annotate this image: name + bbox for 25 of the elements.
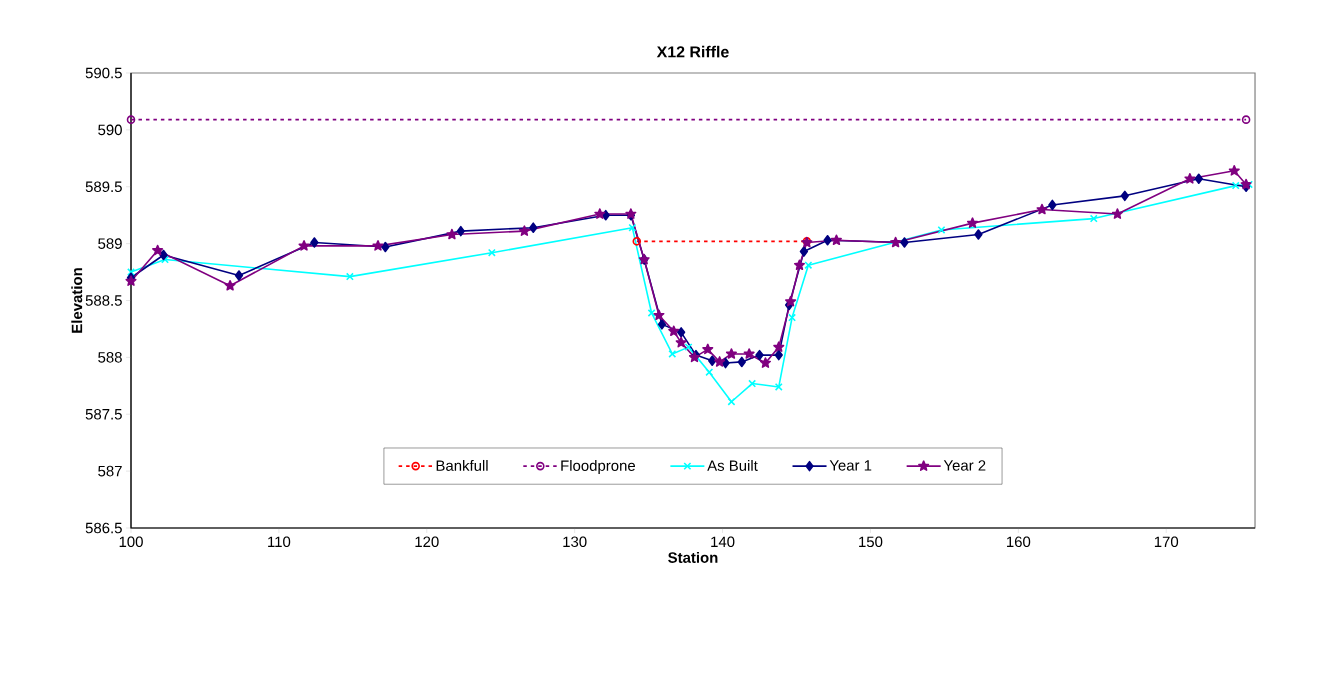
legend-label: Bankfull: [436, 459, 488, 471]
y-tick-label: 590: [98, 124, 122, 136]
y-tick-label: 589.5: [85, 181, 122, 193]
x-tick-label: 160: [1007, 536, 1031, 548]
x-tick-label: 110: [268, 536, 291, 548]
y-axis-title: Elevation: [71, 268, 83, 333]
x-tick-label: 140: [711, 536, 735, 548]
y-tick-label: 587: [98, 465, 122, 477]
x-tick-label: 170: [1154, 536, 1179, 548]
x-tick-label: 120: [415, 536, 439, 548]
y-tick-label: 590.5: [85, 67, 122, 79]
chart-title: X12 Riffle: [656, 45, 729, 58]
x-axis-title: Station: [668, 551, 718, 563]
legend-label: As Built: [707, 459, 758, 471]
y-tick-label: 589: [98, 238, 122, 249]
y-tick-label: 588.5: [85, 295, 122, 306]
y-tick-label: 588: [98, 352, 122, 363]
legend-label: Year 1: [829, 460, 872, 471]
x-tick-label: 100: [119, 536, 143, 548]
y-tick-label: 586.5: [85, 522, 122, 534]
legend-label: Year 2: [943, 460, 986, 471]
x-tick-label: 130: [563, 536, 587, 548]
y-tick-label: 587.5: [85, 408, 122, 420]
legend-label: Floodprone: [561, 459, 636, 474]
x-tick-label: 150: [859, 536, 883, 548]
